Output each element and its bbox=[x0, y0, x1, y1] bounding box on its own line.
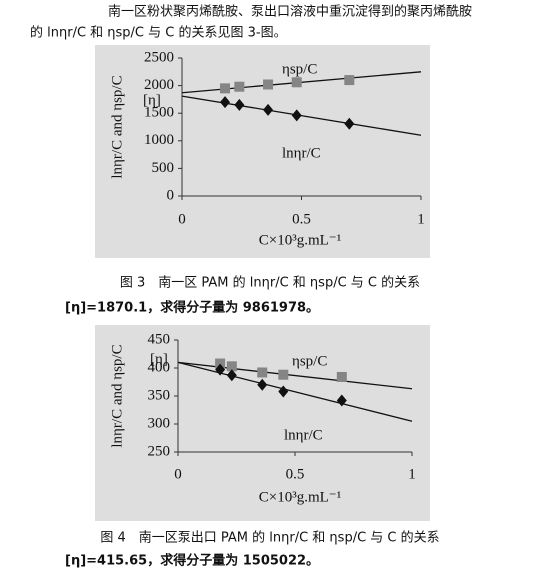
diamond-marker bbox=[257, 378, 268, 391]
paragraph-line: 的 lnηr/C 和 ηsp/C 与 C 的关系见图 3-图。 bbox=[30, 25, 287, 41]
diamond-marker bbox=[291, 109, 302, 122]
square-marker bbox=[220, 83, 231, 94]
diamond-marker bbox=[336, 394, 347, 407]
y-tick-label: 250 bbox=[148, 443, 171, 459]
series-label: ηsp/C bbox=[292, 353, 327, 369]
x-tick-label: 1 bbox=[417, 211, 425, 227]
figure-background bbox=[95, 45, 430, 258]
y-axis-label: lnηr/C and ηsp/C bbox=[109, 344, 125, 447]
paragraph-line: 南一区粉状聚丙烯酰胺、泵出口溶液中重沉淀得到的聚丙烯酰胺 bbox=[108, 4, 472, 20]
square-marker bbox=[226, 361, 237, 372]
square-marker bbox=[263, 79, 274, 90]
series-label: lnηr/C bbox=[282, 145, 321, 161]
y-tick-label: 2500 bbox=[144, 49, 174, 65]
square-marker bbox=[234, 81, 245, 92]
figure-note: [η]=1870.1，求得分子量为 9861978。 bbox=[65, 300, 319, 316]
y-tick-label: 400 bbox=[148, 359, 171, 375]
y-tick-label: 450 bbox=[148, 331, 171, 347]
square-marker bbox=[336, 371, 347, 382]
square-marker bbox=[215, 358, 226, 369]
y-tick-label: 500 bbox=[152, 160, 175, 176]
x-axis-label: C×10³g.mL⁻¹ bbox=[259, 489, 341, 505]
series-label: ηsp/C bbox=[282, 61, 317, 77]
y-axis-label: lnηr/C and ηsp/C bbox=[109, 75, 125, 178]
x-tick-label: 0.5 bbox=[292, 211, 311, 227]
square-marker bbox=[257, 367, 268, 378]
x-tick-label: 1 bbox=[408, 466, 416, 482]
square-marker bbox=[278, 369, 289, 380]
diamond-marker bbox=[226, 369, 237, 382]
x-axis-label: C×10³g.mL⁻¹ bbox=[259, 232, 341, 248]
fit-line bbox=[177, 361, 413, 422]
diamond-marker bbox=[344, 117, 355, 130]
y-tick-label: 300 bbox=[148, 415, 171, 431]
diamond-marker bbox=[234, 98, 245, 111]
figure-caption: 图 3 南一区 PAM 的 lnηr/C 和 ηsp/C 与 C 的关系 bbox=[120, 275, 420, 291]
diamond-marker bbox=[278, 385, 289, 398]
figure-background bbox=[95, 325, 430, 521]
diamond-marker bbox=[220, 96, 231, 109]
figure-caption: 图 4 南一区泵出口 PAM 的 lnηr/C 和 ηsp/C 与 C 的关系 bbox=[100, 530, 439, 546]
x-tick-label: 0.5 bbox=[286, 466, 305, 482]
x-tick-label: 0 bbox=[178, 211, 186, 227]
y-tick-label: 1500 bbox=[144, 105, 174, 121]
y-tick-label: 0 bbox=[167, 187, 175, 203]
annotation: [η] bbox=[143, 92, 161, 108]
series-label: lnηr/C bbox=[284, 427, 323, 443]
square-marker bbox=[344, 75, 355, 86]
y-tick-label: 1000 bbox=[144, 132, 174, 148]
y-tick-label: 2000 bbox=[144, 77, 174, 93]
x-tick-label: 0 bbox=[174, 466, 182, 482]
diamond-marker bbox=[263, 103, 274, 116]
annotation: [η] bbox=[150, 351, 168, 367]
diamond-marker bbox=[215, 363, 226, 376]
figure-note: [η]=415.65，求得分子量为 1505022。 bbox=[65, 553, 319, 569]
square-marker bbox=[291, 77, 302, 88]
y-tick-label: 350 bbox=[148, 387, 171, 403]
